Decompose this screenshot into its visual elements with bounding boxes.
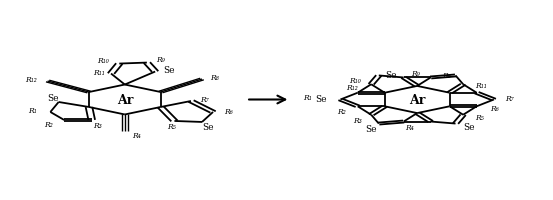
Text: Ar: Ar xyxy=(117,94,133,106)
Text: Se: Se xyxy=(163,66,175,75)
Text: R₄: R₄ xyxy=(405,124,414,131)
Text: R₂: R₂ xyxy=(44,120,53,128)
Text: R₃: R₃ xyxy=(353,117,362,125)
Text: Se: Se xyxy=(385,71,397,80)
Text: Se: Se xyxy=(202,122,213,131)
Text: R₁₀: R₁₀ xyxy=(349,76,361,84)
Text: R₄: R₄ xyxy=(133,131,142,139)
Text: R₆: R₆ xyxy=(224,107,233,115)
Text: R₅: R₅ xyxy=(168,122,176,130)
Text: Se: Se xyxy=(365,124,376,133)
Text: Se: Se xyxy=(48,94,59,103)
Text: R₇: R₇ xyxy=(505,94,514,102)
Text: R₃: R₃ xyxy=(93,121,102,129)
Text: R₁₂: R₁₂ xyxy=(25,76,37,84)
Text: R₈: R₈ xyxy=(210,74,218,82)
Text: R₉: R₉ xyxy=(156,56,165,64)
Text: R₁₁: R₁₁ xyxy=(93,68,105,76)
Text: R₅: R₅ xyxy=(476,114,484,122)
Text: Se: Se xyxy=(315,95,327,103)
Text: Se: Se xyxy=(463,122,475,131)
Text: R₆: R₆ xyxy=(490,105,499,113)
Text: R₁: R₁ xyxy=(28,106,37,114)
Text: R₇: R₇ xyxy=(200,95,209,103)
Text: R₉: R₉ xyxy=(411,70,420,78)
Text: R₁₁: R₁₁ xyxy=(475,82,487,90)
Text: R₁₀: R₁₀ xyxy=(97,57,108,65)
Text: R₂: R₂ xyxy=(337,107,346,115)
Text: R₁₂: R₁₂ xyxy=(346,84,358,92)
Text: R₈: R₈ xyxy=(442,72,451,80)
Text: R₁: R₁ xyxy=(303,93,312,101)
Text: Ar: Ar xyxy=(409,94,425,106)
